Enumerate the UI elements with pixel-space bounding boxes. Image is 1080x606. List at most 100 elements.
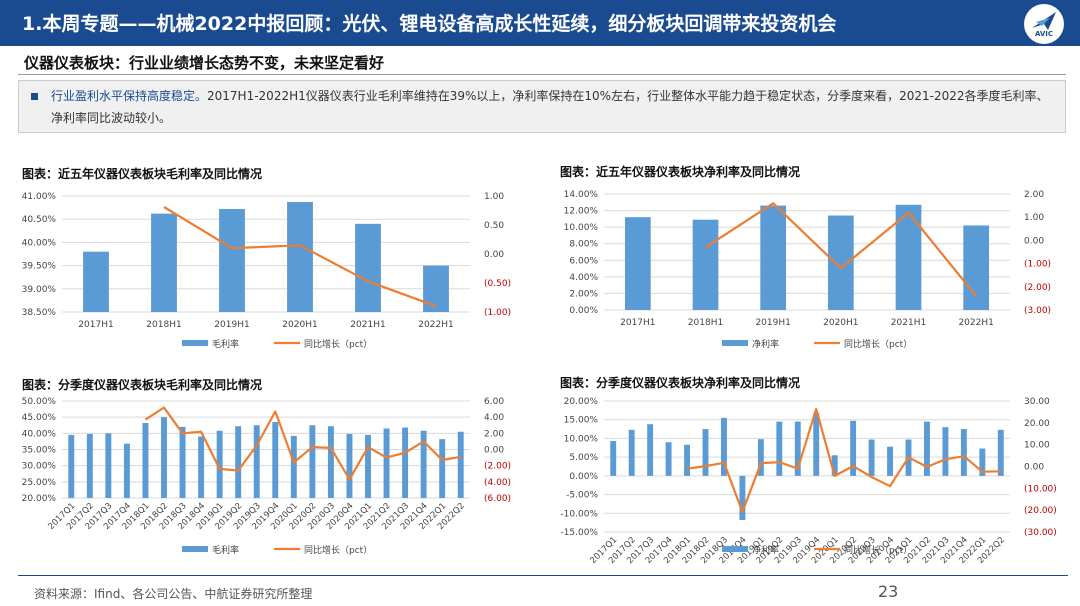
right-axis-tick-label: (6.00) bbox=[484, 494, 511, 504]
bar bbox=[161, 417, 167, 498]
right-axis-tick-label: 1.00 bbox=[1024, 213, 1044, 223]
summary-text: 行业盈利水平保持高度稳定。2017H1-2022H1仪器仪表行业毛利率维持在39… bbox=[51, 85, 1056, 129]
bar bbox=[831, 455, 838, 476]
legend-label: 同比增长（pct） bbox=[844, 544, 912, 556]
bar bbox=[739, 475, 746, 521]
bar bbox=[216, 430, 223, 498]
right-axis-tick-label: (2.00) bbox=[484, 462, 511, 472]
left-axis-tick-label: 8.00% bbox=[569, 240, 598, 250]
right-axis-tick-label: 2.00 bbox=[1024, 190, 1044, 200]
legend-label: 毛利率 bbox=[212, 544, 239, 556]
right-axis-tick-label: 0.00 bbox=[484, 250, 504, 260]
chart-title-3: 图表：分季度仪器仪表板块毛利率及同比情况 bbox=[22, 378, 263, 392]
legend-swatch-bar bbox=[722, 340, 748, 346]
bar bbox=[960, 429, 967, 476]
bar bbox=[219, 208, 245, 312]
x-axis-tick-label: 2017H1 bbox=[620, 318, 655, 328]
bar bbox=[86, 433, 93, 498]
left-axis-tick-label: 4.00% bbox=[569, 273, 598, 283]
left-axis-tick-label: 30.00% bbox=[22, 462, 57, 472]
bar bbox=[997, 429, 1004, 476]
right-axis-tick-label: 0.00 bbox=[1024, 236, 1044, 246]
bar bbox=[365, 434, 371, 498]
bar bbox=[383, 428, 390, 498]
legend-label: 毛利率 bbox=[212, 338, 239, 350]
avic-logo: AVIC bbox=[1024, 4, 1064, 44]
left-axis-tick-label: 6.00% bbox=[569, 256, 598, 266]
x-axis-tick-label: 2017H1 bbox=[78, 320, 113, 330]
chart-quarterly-net-margin: -15.00% -10.00% -5.00% 0.00% 5.00% 10.00% 15.0… bbox=[560, 397, 1056, 566]
page-number: 23 bbox=[878, 582, 899, 601]
left-axis-tick-label: 10.00% bbox=[564, 223, 599, 233]
x-axis-tick-label: 2020H1 bbox=[823, 318, 858, 328]
bar bbox=[290, 435, 297, 498]
summary-box: 行业盈利水平保持高度稳定。2017H1-2022H1仪器仪表行业毛利率维持在39… bbox=[18, 80, 1066, 133]
left-axis-tick-label: 20.00% bbox=[22, 494, 57, 504]
left-axis-tick-label: 0.00% bbox=[569, 472, 598, 482]
left-axis-tick-label: 14.00% bbox=[564, 190, 599, 200]
right-axis-tick-label: (3.00) bbox=[1024, 306, 1051, 316]
bar bbox=[942, 427, 949, 476]
bar bbox=[457, 431, 464, 498]
left-axis-tick-label: 45.00% bbox=[22, 413, 57, 423]
bar bbox=[827, 215, 854, 310]
left-axis-tick-label: 38.50% bbox=[22, 308, 57, 318]
x-axis-tick-label: 2020H1 bbox=[282, 320, 317, 330]
bar bbox=[420, 430, 427, 498]
bar bbox=[776, 421, 783, 476]
bar bbox=[721, 417, 727, 476]
left-axis-tick-label: 15.00% bbox=[564, 416, 599, 426]
summary-lead: 行业盈利水平保持高度稳定。 bbox=[51, 89, 208, 103]
left-axis-tick-label: -10.00% bbox=[560, 509, 598, 519]
right-axis-tick-label: 0.50 bbox=[484, 221, 504, 231]
bar bbox=[850, 420, 857, 476]
bar bbox=[105, 433, 112, 498]
summary-body: 2017H1-2022H1仪器仪表行业毛利率维持在39%以上，净利率保持在10%… bbox=[51, 89, 1049, 125]
bar bbox=[402, 427, 409, 498]
right-axis-tick-label: (0.50) bbox=[484, 279, 511, 289]
right-axis-tick-label: 4.00 bbox=[484, 413, 504, 423]
plane-icon bbox=[1032, 12, 1056, 30]
right-axis-tick-label: (2.00) bbox=[1024, 283, 1051, 293]
bar bbox=[309, 425, 316, 498]
legend-swatch-bar bbox=[182, 546, 208, 552]
bar bbox=[253, 425, 260, 498]
bar bbox=[692, 219, 719, 310]
right-axis-tick-label: 2.00 bbox=[484, 429, 504, 439]
left-axis-tick-label: 41.00% bbox=[22, 192, 57, 202]
left-axis-tick-label: 2.00% bbox=[569, 289, 598, 299]
header-bar: 1.本周专题——机械2022中报回顾：光伏、锂电设备高成长性延续，细分板块回调带… bbox=[0, 0, 1080, 46]
legend-label: 同比增长（pct） bbox=[304, 544, 372, 556]
left-axis-tick-label: 40.50% bbox=[22, 215, 57, 225]
footer-divider bbox=[18, 575, 1068, 576]
bar bbox=[665, 442, 672, 476]
series-line bbox=[686, 408, 1001, 513]
left-axis-tick-label: 0.00% bbox=[569, 306, 598, 316]
right-axis-tick-label: 10.00 bbox=[1024, 441, 1050, 451]
left-axis-tick-label: -5.00% bbox=[566, 491, 598, 501]
x-axis-tick-label: 2022H1 bbox=[418, 320, 453, 330]
left-axis-tick-label: 20.00% bbox=[564, 397, 599, 407]
right-axis-tick-label: 30.00 bbox=[1024, 397, 1050, 407]
right-axis-tick-label: 1.00 bbox=[484, 192, 504, 202]
bar bbox=[151, 213, 177, 312]
left-axis-tick-label: 5.00% bbox=[569, 453, 598, 463]
left-axis-tick-label: 25.00% bbox=[22, 478, 57, 488]
legend-label: 净利率 bbox=[752, 338, 779, 350]
bullet-square-icon bbox=[31, 93, 38, 100]
subtitle-divider bbox=[18, 74, 1066, 75]
bar bbox=[924, 421, 930, 476]
legend-swatch-bar bbox=[182, 340, 208, 346]
bar bbox=[346, 433, 353, 498]
series-line bbox=[163, 206, 437, 308]
bar bbox=[794, 421, 801, 476]
right-axis-tick-label: (1.00) bbox=[484, 308, 511, 318]
right-axis-tick-label: 0.00 bbox=[1024, 463, 1044, 473]
bar bbox=[198, 436, 205, 498]
chart-half-year-gross-margin: 38.50% 39.00% 39.50% 40.00% 40.50% 41.00% (1.0… bbox=[22, 192, 511, 350]
chart-title-4: 图表：分季度仪器仪表板块净利率及同比情况 bbox=[560, 376, 801, 390]
bar bbox=[272, 422, 279, 498]
bar bbox=[68, 434, 75, 498]
x-axis-tick-label: 2021H1 bbox=[891, 318, 926, 328]
chart-title-1: 图表：近五年仪器仪表板块毛利率及同比情况 bbox=[22, 167, 263, 181]
